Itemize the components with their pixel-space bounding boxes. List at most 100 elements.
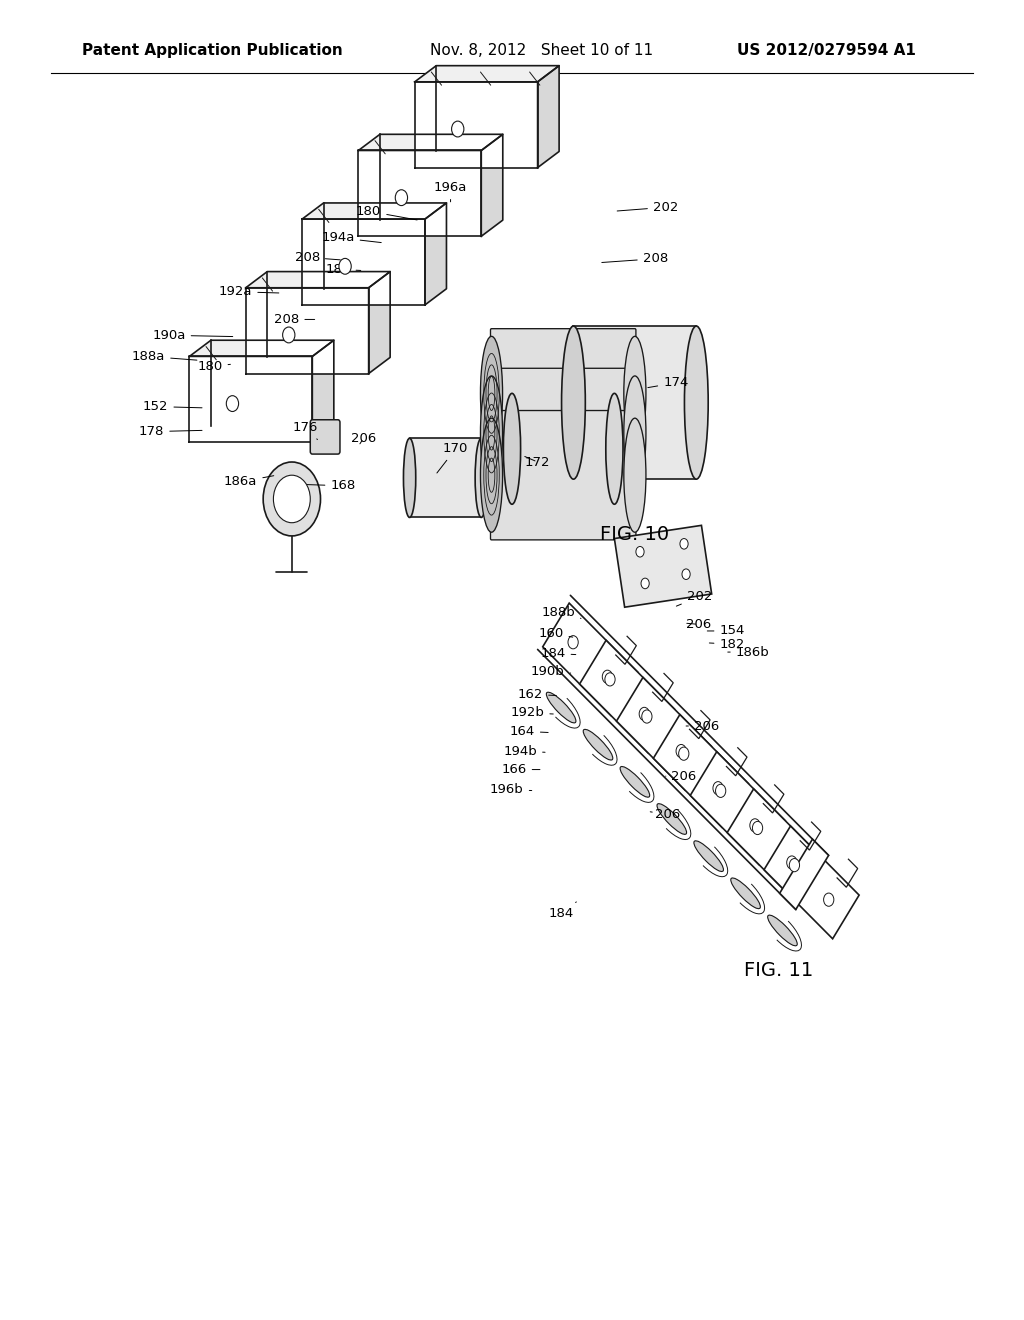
Circle shape <box>273 475 310 523</box>
Circle shape <box>642 710 652 723</box>
Ellipse shape <box>480 376 503 490</box>
Text: 196a: 196a <box>434 181 467 202</box>
Ellipse shape <box>624 337 646 450</box>
Text: 202: 202 <box>677 590 712 606</box>
Text: 176: 176 <box>293 421 317 440</box>
FancyBboxPatch shape <box>490 411 636 540</box>
Circle shape <box>750 818 760 832</box>
Text: 152: 152 <box>143 400 202 413</box>
Polygon shape <box>543 603 638 715</box>
Text: 206: 206 <box>686 618 711 631</box>
Circle shape <box>602 671 612 684</box>
Circle shape <box>283 327 295 343</box>
Text: 186a: 186a <box>224 475 273 488</box>
Circle shape <box>790 858 800 871</box>
Circle shape <box>639 708 649 721</box>
Text: 180: 180 <box>356 205 417 220</box>
Text: Patent Application Publication: Patent Application Publication <box>82 42 343 58</box>
Text: 192b: 192b <box>510 706 553 719</box>
Text: 182: 182 <box>710 638 744 651</box>
Ellipse shape <box>624 418 646 532</box>
Text: 162: 162 <box>518 688 556 701</box>
Circle shape <box>679 747 689 760</box>
FancyBboxPatch shape <box>490 368 636 498</box>
Text: 190b: 190b <box>531 665 570 678</box>
Circle shape <box>641 578 649 589</box>
Text: 206: 206 <box>650 808 680 821</box>
Polygon shape <box>246 288 369 374</box>
Circle shape <box>395 190 408 206</box>
Text: 208: 208 <box>602 252 668 265</box>
Polygon shape <box>415 66 559 82</box>
Text: 178: 178 <box>139 425 202 438</box>
Text: US 2012/0279594 A1: US 2012/0279594 A1 <box>737 42 916 58</box>
Circle shape <box>636 546 644 557</box>
Polygon shape <box>580 640 675 752</box>
Text: 172: 172 <box>524 455 550 469</box>
Polygon shape <box>246 272 390 288</box>
Circle shape <box>823 894 834 907</box>
Polygon shape <box>538 66 559 168</box>
Text: 170: 170 <box>437 442 468 473</box>
Text: 168: 168 <box>305 479 355 492</box>
Text: 196b: 196b <box>490 783 531 796</box>
Ellipse shape <box>584 730 612 760</box>
Ellipse shape <box>547 692 575 723</box>
Polygon shape <box>764 826 859 939</box>
Ellipse shape <box>684 326 709 479</box>
Ellipse shape <box>657 804 686 834</box>
Circle shape <box>226 396 239 412</box>
Circle shape <box>568 636 579 649</box>
Circle shape <box>753 821 763 834</box>
Circle shape <box>786 855 797 869</box>
Text: 192a: 192a <box>219 285 279 298</box>
Polygon shape <box>358 150 481 236</box>
Text: 206: 206 <box>351 432 376 445</box>
FancyBboxPatch shape <box>410 438 481 517</box>
Text: 190a: 190a <box>153 329 232 342</box>
Ellipse shape <box>606 393 623 504</box>
Ellipse shape <box>624 376 646 490</box>
Polygon shape <box>189 356 312 442</box>
Polygon shape <box>653 714 749 828</box>
FancyBboxPatch shape <box>490 329 636 458</box>
Ellipse shape <box>694 841 724 871</box>
Polygon shape <box>616 677 712 791</box>
Text: 194a: 194a <box>322 231 381 244</box>
Text: 180: 180 <box>198 360 230 374</box>
Circle shape <box>713 781 723 795</box>
FancyBboxPatch shape <box>512 393 614 504</box>
Text: 206: 206 <box>686 719 719 733</box>
Circle shape <box>263 462 321 536</box>
FancyBboxPatch shape <box>310 420 340 454</box>
Text: 208: 208 <box>274 313 314 326</box>
Circle shape <box>339 259 351 275</box>
Polygon shape <box>302 219 425 305</box>
Polygon shape <box>481 135 503 236</box>
Polygon shape <box>690 751 785 865</box>
Ellipse shape <box>621 767 649 797</box>
Ellipse shape <box>403 438 416 517</box>
Text: 166: 166 <box>502 763 540 776</box>
Text: 174: 174 <box>648 376 688 389</box>
Polygon shape <box>312 341 334 442</box>
Circle shape <box>680 539 688 549</box>
Text: FIG. 10: FIG. 10 <box>600 525 670 544</box>
Ellipse shape <box>504 393 520 504</box>
Polygon shape <box>614 525 712 607</box>
Text: 202: 202 <box>617 201 678 214</box>
Polygon shape <box>727 789 822 902</box>
Text: 186b: 186b <box>728 645 769 659</box>
Ellipse shape <box>768 915 798 946</box>
Polygon shape <box>369 272 390 374</box>
Text: 194b: 194b <box>504 744 545 758</box>
Text: 206: 206 <box>666 770 696 783</box>
Polygon shape <box>358 135 503 150</box>
Ellipse shape <box>561 326 586 479</box>
Text: 184: 184 <box>549 902 577 920</box>
Ellipse shape <box>480 337 503 450</box>
Text: Nov. 8, 2012   Sheet 10 of 11: Nov. 8, 2012 Sheet 10 of 11 <box>430 42 653 58</box>
Ellipse shape <box>475 438 487 517</box>
Circle shape <box>676 744 686 758</box>
Ellipse shape <box>480 418 503 532</box>
